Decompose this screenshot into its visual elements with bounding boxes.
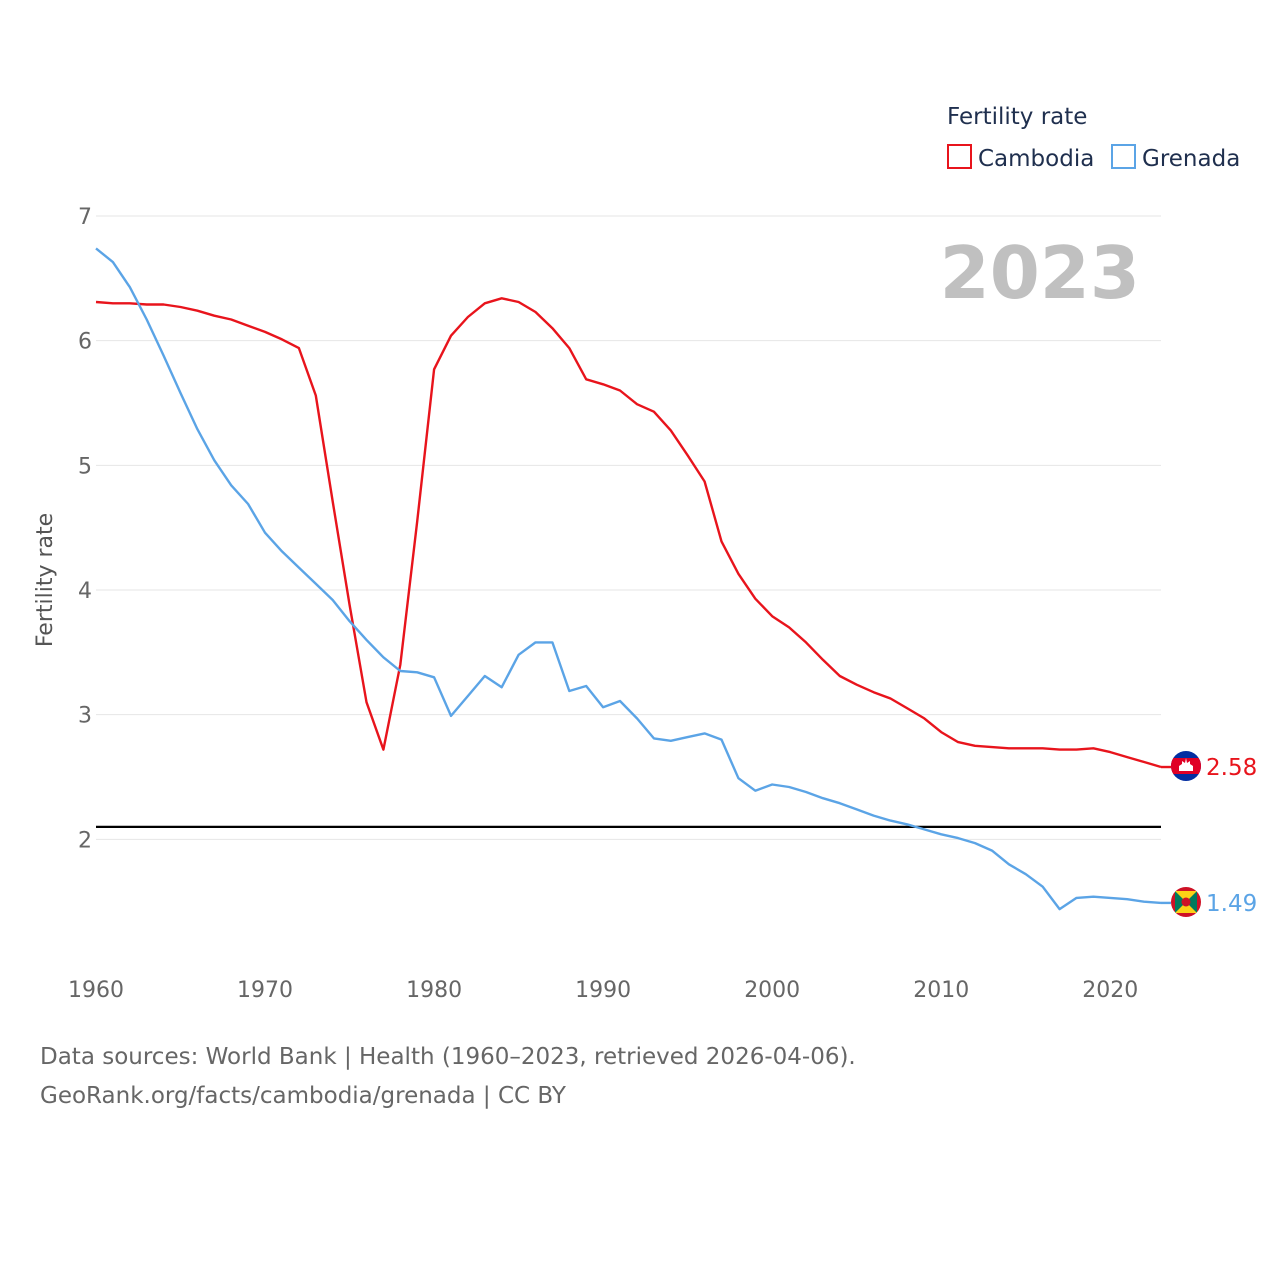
legend-label-cambodia: Cambodia [978, 146, 1094, 172]
y-tick-label: 6 [78, 330, 92, 355]
legend-item-grenada[interactable]: Grenada [1111, 144, 1240, 172]
grenada-flag-icon [1171, 887, 1201, 917]
legend-title: Fertility rate [947, 104, 1087, 130]
x-tick-label: 1990 [575, 978, 631, 1003]
x-tick-label: 2000 [744, 978, 800, 1003]
y-tick-label: 7 [78, 205, 92, 230]
end-value-label-grenada: 1.49 [1206, 891, 1257, 917]
gridlines [96, 215, 1161, 840]
x-tick-label: 2020 [1082, 978, 1138, 1003]
x-axis-ticks: 1960 1970 1980 1990 2000 2010 2020 [68, 978, 1138, 1003]
series-line-grenada[interactable] [95, 247, 1162, 911]
y-tick-label: 3 [78, 704, 92, 729]
y-tick-label: 5 [78, 454, 92, 479]
legend-swatch-grenada [1111, 144, 1136, 169]
y-tick-label: 4 [78, 579, 92, 604]
x-tick-label: 1980 [406, 978, 462, 1003]
x-tick-label: 2010 [913, 978, 969, 1003]
line-chart: 2 3 4 5 6 7 1960 1970 1980 1990 2000 2010 2020 Fert… [33, 104, 1257, 1003]
legend-label-grenada: Grenada [1142, 146, 1240, 172]
end-value-label-cambodia: 2.58 [1206, 755, 1257, 781]
x-tick-label: 1960 [68, 978, 124, 1003]
series-line-cambodia[interactable] [95, 297, 1162, 769]
x-tick-label: 1970 [237, 978, 293, 1003]
series-lines [95, 247, 1162, 911]
legend-swatch-cambodia [947, 144, 972, 169]
footer-sources: Data sources: World Bank | Health (1960–… [40, 1044, 856, 1070]
legend-item-cambodia[interactable]: Cambodia [947, 144, 1094, 172]
y-axis-ticks: 2 3 4 5 6 7 [78, 205, 92, 853]
year-watermark: 2023 [940, 231, 1140, 315]
legend: Fertility rate Cambodia Grenada [947, 104, 1240, 172]
end-labels: 2.58 1.49 [1161, 755, 1257, 917]
footer-credit[interactable]: GeoRank.org/facts/cambodia/grenada | CC … [40, 1083, 566, 1109]
cambodia-flag-icon [1171, 751, 1201, 781]
y-tick-label: 2 [78, 828, 92, 853]
y-axis-title: Fertility rate [33, 513, 58, 647]
